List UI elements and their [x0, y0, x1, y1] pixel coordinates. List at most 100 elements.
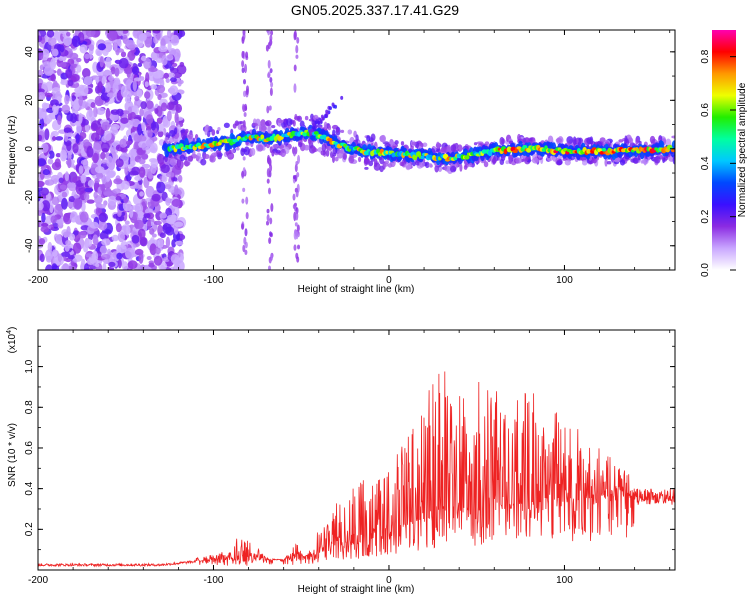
noise-cell	[173, 226, 179, 235]
noise-cell	[40, 187, 50, 196]
noise-cell	[65, 68, 73, 79]
ridge-halo-cell	[286, 118, 293, 126]
ridge-halo-cell	[164, 137, 169, 141]
spectrogram-xlabel: Height of straight line (km)	[298, 284, 415, 295]
noise-cell	[125, 140, 133, 146]
noise-cell	[92, 152, 99, 164]
noise-cell	[106, 174, 111, 182]
streak-cell	[293, 83, 297, 93]
ridge-core-cell	[599, 151, 605, 155]
ridge-halo-cell	[200, 158, 207, 166]
colorbar-label: Normalized spectral amplitude	[737, 82, 748, 217]
ridge-core-cell	[260, 134, 265, 140]
noise-cell	[69, 233, 76, 241]
streak-cell	[244, 63, 248, 74]
noise-cell	[70, 113, 78, 124]
branch-cell	[321, 116, 325, 121]
noise-cell	[59, 30, 69, 35]
noise-cell	[175, 56, 180, 62]
noise-cell	[145, 114, 154, 125]
noise-cell	[78, 84, 85, 91]
noise-cell	[105, 56, 112, 68]
noise-cell	[138, 166, 146, 178]
ridge-core-cell	[464, 155, 470, 160]
noise-cell	[129, 170, 139, 176]
ridge-halo-cell	[492, 157, 496, 165]
noise-cell	[118, 57, 129, 69]
noise-cell	[166, 30, 172, 39]
noise-cell	[95, 107, 106, 115]
ridge-halo-cell	[358, 156, 362, 163]
noise-cell	[132, 79, 137, 92]
ridge-halo-cell	[405, 161, 412, 171]
noise-cell	[159, 212, 167, 219]
streak-cell	[245, 211, 249, 220]
streak-cell	[268, 237, 272, 245]
snr-axes: -200 -100 0 100 0.2 0.4 0.6 0.8 1.0	[24, 330, 675, 586]
branch-cell	[317, 120, 321, 125]
noise-cell	[101, 174, 107, 185]
branch-cell	[328, 106, 332, 111]
noise-cell	[47, 37, 57, 46]
noise-cell	[64, 171, 69, 182]
spectrogram-ylabel: Frequency (Hz)	[7, 116, 18, 185]
noise-cell	[120, 225, 126, 231]
noise-cell	[66, 142, 72, 152]
noise-cell	[117, 210, 122, 217]
noise-cell	[84, 263, 90, 270]
streak-cell	[267, 59, 271, 69]
noise-cell	[81, 68, 91, 78]
noise-cell	[38, 180, 45, 188]
streak-cell	[268, 265, 272, 270]
noise-cell	[57, 114, 62, 126]
ridge-halo-cell	[304, 115, 309, 121]
ridge-core-cell	[412, 154, 418, 161]
snr-series-line	[38, 371, 675, 568]
noise-cell	[90, 102, 96, 109]
streak-cell	[244, 249, 248, 255]
noise-cell	[144, 91, 151, 99]
streak-cell	[295, 211, 299, 221]
noise-cell	[156, 105, 163, 117]
noise-cell	[140, 101, 147, 110]
noise-cell	[90, 132, 100, 142]
ridge-halo-cell	[528, 137, 534, 142]
branch-cell	[310, 128, 314, 133]
ridge-halo-cell	[459, 163, 463, 172]
noise-cell	[64, 94, 70, 105]
noise-cell	[105, 82, 111, 93]
ridge-halo-cell	[463, 165, 468, 170]
ridge-halo-cell	[440, 147, 447, 153]
noise-cell	[167, 40, 172, 53]
noise-cell	[42, 174, 52, 179]
noise-cell	[175, 103, 183, 113]
noise-cell	[84, 192, 90, 201]
ridge-halo-cell	[566, 136, 574, 145]
noise-cell	[162, 115, 169, 127]
noise-cell	[114, 67, 120, 77]
ridge-halo-cell	[505, 160, 510, 165]
noise-cell	[92, 250, 99, 263]
noise-cell	[106, 155, 114, 168]
noise-cell	[93, 142, 100, 150]
ridge-halo-cell	[671, 135, 675, 139]
noise-cell	[65, 132, 75, 138]
streak-cell	[295, 44, 299, 54]
noise-cell	[143, 57, 152, 70]
ridge-core-cell	[670, 148, 675, 153]
snr-ytick-label: 0.8	[24, 400, 35, 414]
ridge-halo-cell	[176, 159, 182, 168]
noise-cell	[67, 79, 74, 87]
noise-cell	[138, 158, 146, 165]
colorbar-tick-label: 0.2	[700, 209, 711, 223]
ridge-halo-cell	[334, 156, 339, 162]
noise-cell	[52, 265, 60, 270]
noise-cell	[71, 35, 81, 48]
noise-cell	[150, 158, 159, 168]
ridge-halo-cell	[619, 159, 626, 166]
streak-cell	[267, 30, 271, 36]
streak-cell	[243, 236, 247, 245]
noise-cell	[161, 174, 168, 183]
ridge-halo-cell	[484, 141, 490, 146]
ridge-halo-cell	[187, 155, 194, 162]
